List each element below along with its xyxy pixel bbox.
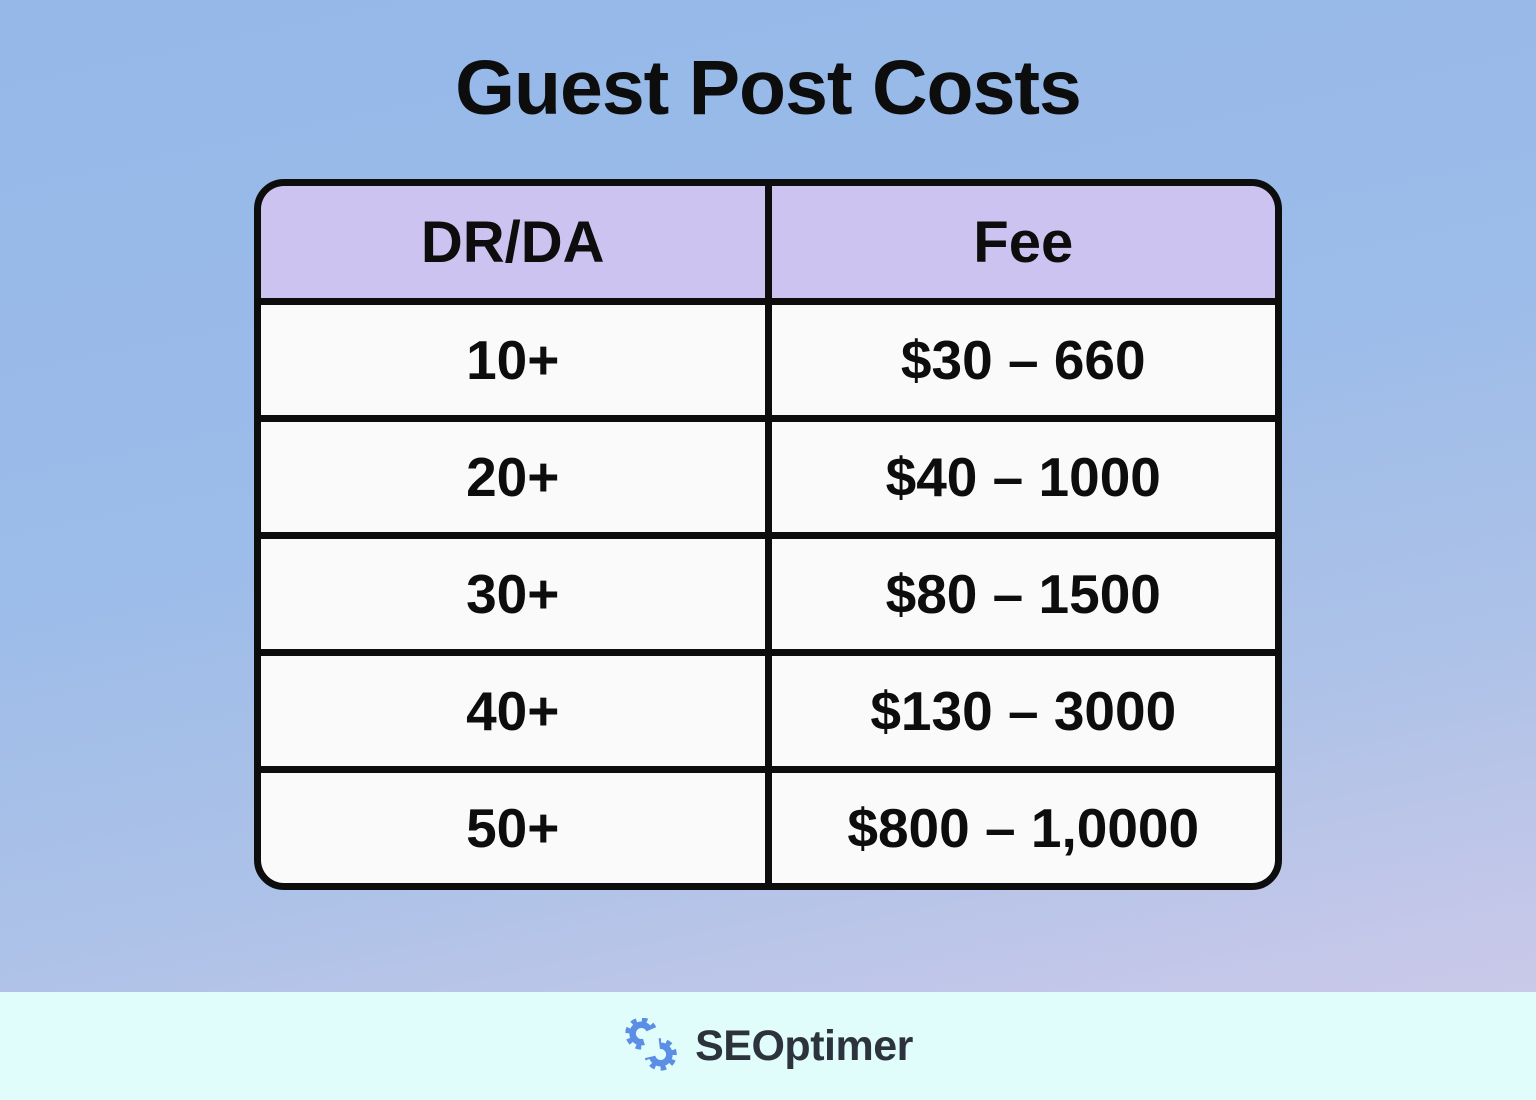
table-cell-dr: 20+ — [261, 422, 765, 532]
table-cell-dr: 50+ — [261, 773, 765, 883]
page-title: Guest Post Costs — [455, 45, 1082, 131]
table-cell-fee: $30 – 660 — [771, 305, 1275, 415]
table-header-fee: Fee — [771, 186, 1275, 298]
table-cell-fee: $80 – 1500 — [771, 539, 1275, 649]
gears-s-icon — [623, 1016, 679, 1077]
brand-name: SEOptimer — [695, 1021, 913, 1070]
table-cell-fee: $800 – 1,0000 — [771, 773, 1275, 883]
footer-bar: SEOptimer — [0, 992, 1536, 1100]
table-cell-dr: 30+ — [261, 539, 765, 649]
table-cell-fee: $40 – 1000 — [771, 422, 1275, 532]
guest-post-costs-table: DR/DA Fee 10+ $30 – 660 20+ $40 – 1000 3… — [254, 179, 1282, 890]
table-header-drda: DR/DA — [261, 186, 765, 298]
table-cell-dr: 40+ — [261, 656, 765, 766]
table-cell-dr: 10+ — [261, 305, 765, 415]
table-cell-fee: $130 – 3000 — [771, 656, 1275, 766]
